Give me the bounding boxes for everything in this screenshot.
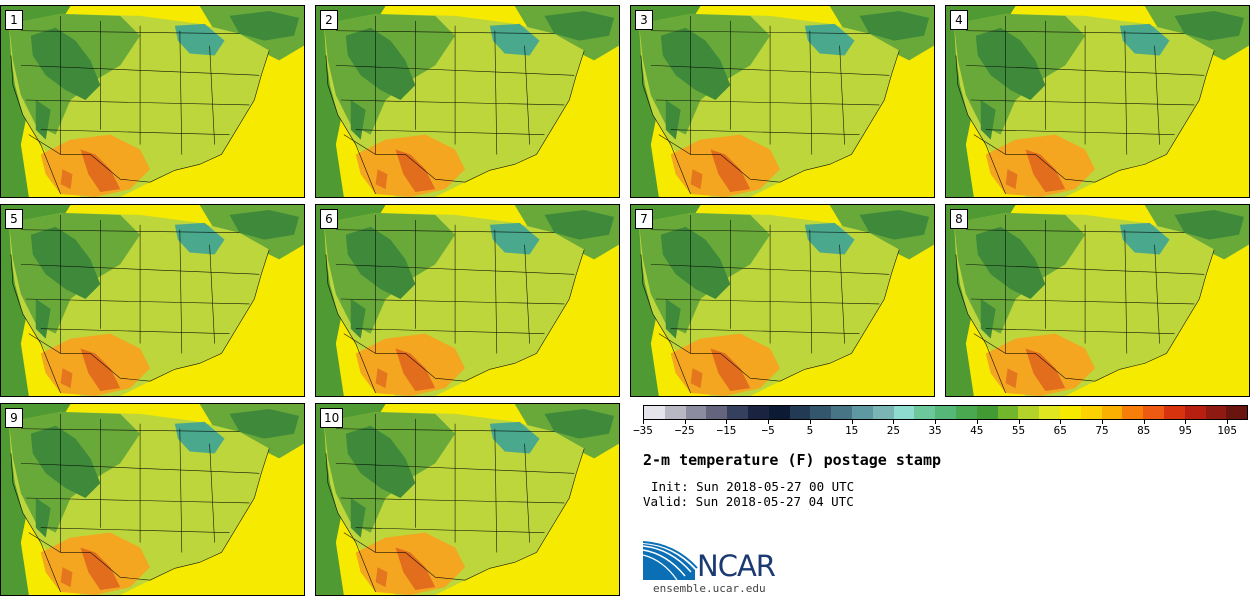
colorbar-tick-label: −25 [674,424,695,437]
colorbar-segment [664,406,686,419]
map-panel-7: 7 [630,204,935,397]
colorbar-segment [1122,406,1144,419]
colorbar-segment [851,406,873,419]
panel-number-label: 8 [950,209,968,229]
colorbar-tick-label: 55 [1011,424,1026,437]
map-panel-4: 4 [945,5,1250,198]
colorbar-segment [747,406,769,419]
colorbar-tick-mark [1185,420,1187,424]
colorbar-tick-label: 45 [970,424,984,437]
valid-time: Valid: Sun 2018-05-27 04 UTC [643,494,854,509]
map-panel-6: 6 [315,204,620,397]
map-panel-8: 8 [945,204,1250,397]
panel-number-label: 9 [5,408,23,428]
map-panel-3: 3 [630,5,935,198]
colorbar-ticks: −35 −25 −15 −5 5 15 25 35 45 55 65 75 85 95 105 115 [633,420,1260,440]
colorbar-tick-mark [935,420,937,424]
panel-number-label: 4 [950,10,968,30]
colorbar-segment [1059,406,1081,419]
colorbar-segment [1018,406,1040,419]
colorbar-tick-mark [1018,420,1020,424]
colorbar-segment [831,406,852,419]
colorbar-tick-label: 25 [886,424,900,437]
panel-number-label: 6 [320,209,338,229]
map-panel-9: 9 [0,403,305,596]
colorbar-segment [1143,406,1164,419]
init-time: Init: Sun 2018-05-27 00 UTC [651,479,855,494]
colorbar-tick-label: 75 [1095,424,1109,437]
colorbar-tick-mark [643,420,644,424]
colorbar-tick-mark [1060,420,1062,424]
site-url: ensemble.ucar.edu [653,582,766,595]
colorbar-segment [997,406,1019,419]
colorbar-segment [1101,406,1123,419]
panel-number-label: 10 [320,408,344,428]
map-panel-10: 10 [315,403,620,596]
chart-title: 2-m temperature (F) postage stamp [643,451,942,469]
panel-number-label: 2 [320,10,338,30]
colorbar-tick-label: 35 [928,424,942,437]
colorbar-segment [768,406,790,419]
colorbar-tick-label: 105 [1217,424,1238,437]
colorbar-tick-label: 15 [844,424,859,437]
panel-number-label: 1 [5,10,23,30]
colorbar-tick-mark [1101,420,1103,424]
panel-number-label: 5 [5,209,23,229]
colorbar-tick-label: 115 [1259,424,1260,437]
colorbar-tick-label: 65 [1053,424,1067,437]
colorbar-tick-label: −5 [761,424,775,437]
map-panel-5: 5 [0,204,305,397]
colorbar-segment [1184,406,1206,419]
colorbar-tick-label: 5 [806,424,814,437]
colorbar-segment [1163,406,1185,419]
colorbar-segment [1080,406,1102,419]
colorbar-segment [914,406,936,419]
colorbar-segment [810,406,832,419]
colorbar-tick-mark [1227,420,1229,424]
colorbar-segment [935,406,956,419]
temperature-colorbar [643,405,1248,420]
colorbar-segment [976,406,998,419]
colorbar-tick-mark [684,420,686,424]
colorbar-tick-mark [809,420,811,424]
colorbar-segment [685,406,707,419]
colorbar-tick-label: 95 [1178,424,1193,437]
colorbar-segment [706,406,728,419]
colorbar-tick-mark [1143,420,1145,424]
colorbar-segment [893,406,915,419]
colorbar-tick-mark [726,420,728,424]
map-panel-2: 2 [315,5,620,198]
ncar-logo-icon [643,541,698,581]
colorbar-tick-mark [976,420,978,424]
colorbar-tick-label: 85 [1137,424,1151,437]
colorbar-segment [727,406,748,419]
colorbar-segment [644,406,665,419]
colorbar-tick-mark [851,420,853,424]
colorbar-segment [1039,406,1060,419]
colorbar-tick-mark [893,420,895,424]
map-panel-1: 1 [0,5,305,198]
panel-number-label: 3 [635,10,653,30]
ncar-logo-text: NCAR [697,549,776,583]
colorbar-segment [1205,406,1227,419]
colorbar-segment [1226,406,1248,419]
colorbar-segment [955,406,977,419]
colorbar-segment [872,406,894,419]
colorbar-tick-label: −35 [633,424,653,437]
panel-number-label: 7 [635,209,653,229]
colorbar-tick-mark [768,420,770,424]
colorbar-tick-label: −15 [716,424,737,437]
colorbar-segment [789,406,811,419]
